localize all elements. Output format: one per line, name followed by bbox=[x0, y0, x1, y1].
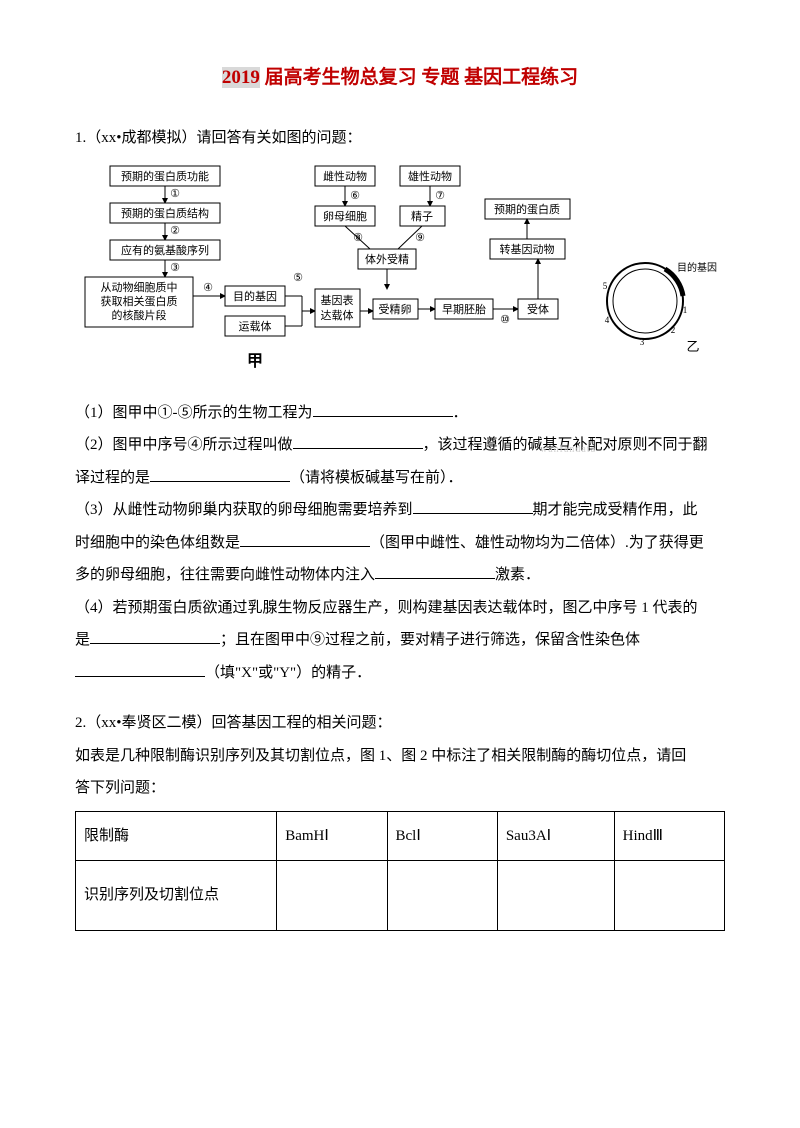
svg-text:目的基因: 目的基因 bbox=[677, 261, 717, 274]
svg-text:②: ② bbox=[170, 225, 180, 237]
svg-text:①: ① bbox=[170, 188, 180, 200]
svg-text:雌性动物: 雌性动物 bbox=[323, 169, 367, 183]
q1-4b: 是；且在图甲中⑨过程之前，要对精子进行筛选，保留含性染色体 bbox=[75, 626, 725, 655]
svg-text:雄性动物: 雄性动物 bbox=[408, 169, 452, 183]
q1-4c: （填"X"或"Y"）的精子． bbox=[75, 659, 725, 688]
svg-text:4: 4 bbox=[605, 315, 610, 325]
svg-text:甲: 甲 bbox=[247, 352, 263, 370]
cell bbox=[387, 861, 497, 931]
q1-3a: （3）从雌性动物卵巢内获取的卵母细胞需要培养到期才能完成受精作用，此 bbox=[75, 496, 725, 525]
svg-text:受精卵: 受精卵 bbox=[379, 303, 412, 316]
q1-2b: 译过程的是（请将模板碱基写在前）． bbox=[75, 464, 725, 493]
q1-3c: 多的卵母细胞，往往需要向雌性动物体内注入激素． bbox=[75, 561, 725, 590]
cell: 限制酶 bbox=[76, 811, 277, 861]
svg-text:5: 5 bbox=[603, 281, 608, 291]
svg-text:⑨: ⑨ bbox=[415, 232, 425, 244]
svg-text:④: ④ bbox=[203, 282, 213, 294]
svg-text:转基因动物: 转基因动物 bbox=[500, 242, 555, 256]
q1-diagram: 预期的蛋白质功能 ① 预期的蛋白质结构 ② 应有的氨基酸序列 ③ 从动物细胞质中… bbox=[75, 161, 725, 391]
svg-text:获取相关蛋白质: 获取相关蛋白质 bbox=[101, 294, 178, 308]
svg-text:受体: 受体 bbox=[527, 302, 549, 316]
svg-text:⑥: ⑥ bbox=[350, 190, 360, 202]
svg-text:1: 1 bbox=[683, 305, 688, 315]
q1-2a: （2）图甲中序号④所示过程叫做，该过程遵循的碱基互补配对原则不同于翻 bbox=[75, 431, 725, 460]
title-year: 2019 bbox=[222, 67, 260, 88]
q2-l2: 如表是几种限制酶识别序列及其切割位点，图 1、图 2 中标注了相关限制酶的酶切位… bbox=[75, 742, 725, 771]
cell bbox=[614, 861, 724, 931]
cell: Sau3AⅠ bbox=[497, 811, 614, 861]
svg-text:目的基因: 目的基因 bbox=[233, 289, 277, 303]
table-row: 识别序列及切割位点 bbox=[76, 861, 725, 931]
svg-text:从动物细胞质中: 从动物细胞质中 bbox=[101, 280, 178, 294]
svg-text:体外受精: 体外受精 bbox=[365, 252, 409, 266]
svg-text:精子: 精子 bbox=[411, 210, 433, 223]
q1-1: （1）图甲中①-⑤所示的生物工程为． bbox=[75, 399, 725, 428]
svg-text:达载体: 达载体 bbox=[321, 308, 354, 322]
watermark: wanfandata bbox=[540, 440, 596, 459]
cell bbox=[497, 861, 614, 931]
svg-text:乙: 乙 bbox=[686, 339, 699, 354]
svg-text:运载体: 运载体 bbox=[239, 319, 272, 333]
svg-text:预期的蛋白质结构: 预期的蛋白质结构 bbox=[121, 206, 209, 220]
enzyme-table: 限制酶 BamHⅠ BclⅠ Sau3AⅠ HindⅢ 识别序列及切割位点 bbox=[75, 811, 725, 932]
q2-l3: 答下列问题： bbox=[75, 774, 725, 803]
svg-text:2: 2 bbox=[671, 325, 676, 335]
svg-text:③: ③ bbox=[170, 262, 180, 274]
cell: BclⅠ bbox=[387, 811, 497, 861]
svg-text:早期胚胎: 早期胚胎 bbox=[442, 302, 486, 316]
title-rest: 届高考生物总复习 专题 基因工程练习 bbox=[260, 67, 578, 88]
svg-text:⑩: ⑩ bbox=[500, 314, 510, 326]
q1-stem: 1.（xx•成都模拟）请回答有关如图的问题： bbox=[75, 124, 725, 153]
cell: BamHⅠ bbox=[277, 811, 387, 861]
cell: 识别序列及切割位点 bbox=[76, 861, 277, 931]
svg-text:⑦: ⑦ bbox=[435, 190, 445, 202]
cell: HindⅢ bbox=[614, 811, 724, 861]
q1-3b: 时细胞中的染色体组数是（图甲中雌性、雄性动物均为二倍体）.为了获得更 bbox=[75, 529, 725, 558]
svg-text:3: 3 bbox=[640, 337, 645, 347]
svg-text:卵母细胞: 卵母细胞 bbox=[323, 210, 367, 223]
q2-stem: 2.（xx•奉贤区二模）回答基因工程的相关问题： bbox=[75, 709, 725, 738]
svg-text:基因表: 基因表 bbox=[321, 293, 354, 307]
svg-text:预期的蛋白质功能: 预期的蛋白质功能 bbox=[121, 169, 209, 183]
svg-text:应有的氨基酸序列: 应有的氨基酸序列 bbox=[121, 243, 209, 257]
svg-text:的核酸片段: 的核酸片段 bbox=[112, 308, 167, 322]
table-row: 限制酶 BamHⅠ BclⅠ Sau3AⅠ HindⅢ bbox=[76, 811, 725, 861]
svg-text:预期的蛋白质: 预期的蛋白质 bbox=[494, 202, 560, 216]
svg-text:⑤: ⑤ bbox=[293, 272, 303, 284]
q1-4a: （4）若预期蛋白质欲通过乳腺生物反应器生产，则构建基因表达载体时，图乙中序号 1… bbox=[75, 594, 725, 623]
cell bbox=[277, 861, 387, 931]
